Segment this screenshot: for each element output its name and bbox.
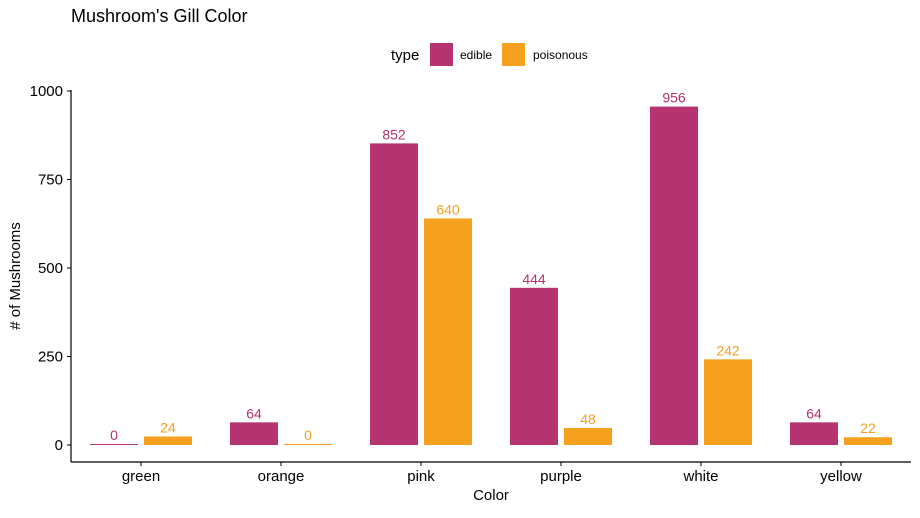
x-tick-label-white: white bbox=[682, 468, 718, 485]
x-axis-ticks: green orange pink purple white yellow bbox=[122, 462, 862, 485]
data-label-poisonous-green: 24 bbox=[160, 420, 176, 436]
bar-poisonous-orange bbox=[284, 444, 332, 445]
bar-poisonous-white bbox=[704, 359, 752, 445]
x-axis-title: Color bbox=[473, 487, 509, 504]
legend-label-poisonous: poisonous bbox=[533, 48, 588, 62]
bar-edible-orange bbox=[230, 422, 278, 445]
x-tick-label-pink: pink bbox=[407, 468, 435, 485]
bar-poisonous-purple bbox=[564, 428, 612, 445]
bar-edible-white bbox=[650, 106, 698, 446]
data-label-edible-purple: 444 bbox=[522, 271, 546, 287]
y-tick-label-500: 500 bbox=[38, 260, 63, 277]
legend: type edible poisonous bbox=[391, 43, 588, 66]
bar-poisonous-pink bbox=[424, 218, 472, 445]
bar-edible-yellow bbox=[790, 422, 838, 445]
bar-poisonous-yellow bbox=[844, 437, 892, 445]
legend-label-edible: edible bbox=[460, 48, 492, 62]
bars-group bbox=[90, 106, 892, 446]
data-label-poisonous-orange: 0 bbox=[304, 427, 312, 443]
chart-title: Mushroom's Gill Color bbox=[71, 6, 247, 26]
y-axis-title: # of Mushrooms bbox=[7, 222, 24, 330]
y-tick-label-750: 750 bbox=[38, 172, 63, 189]
bar-edible-purple bbox=[510, 287, 558, 445]
data-label-edible-green: 0 bbox=[110, 427, 118, 443]
y-tick-label-1000: 1000 bbox=[30, 83, 63, 100]
legend-swatch-edible bbox=[430, 43, 453, 66]
data-label-edible-pink: 852 bbox=[382, 126, 406, 142]
x-tick-label-orange: orange bbox=[258, 468, 305, 485]
data-label-edible-white: 956 bbox=[662, 90, 686, 106]
data-label-poisonous-yellow: 22 bbox=[860, 420, 876, 436]
y-axis-ticks: 0 250 500 750 1000 bbox=[30, 83, 71, 454]
bar-poisonous-green bbox=[144, 436, 192, 445]
data-label-edible-yellow: 64 bbox=[806, 405, 822, 421]
x-tick-label-yellow: yellow bbox=[820, 468, 862, 485]
legend-title: type bbox=[391, 47, 419, 64]
data-label-poisonous-pink: 640 bbox=[436, 201, 460, 217]
data-label-poisonous-white: 242 bbox=[716, 342, 740, 358]
x-tick-label-green: green bbox=[122, 468, 160, 485]
data-label-poisonous-purple: 48 bbox=[580, 411, 596, 427]
legend-swatch-poisonous bbox=[502, 43, 525, 66]
data-label-edible-orange: 64 bbox=[246, 405, 262, 421]
bar-edible-pink bbox=[370, 143, 418, 445]
y-tick-label-0: 0 bbox=[55, 437, 63, 454]
y-tick-label-250: 250 bbox=[38, 349, 63, 366]
x-tick-label-purple: purple bbox=[540, 468, 582, 485]
bar-edible-green bbox=[90, 444, 138, 445]
